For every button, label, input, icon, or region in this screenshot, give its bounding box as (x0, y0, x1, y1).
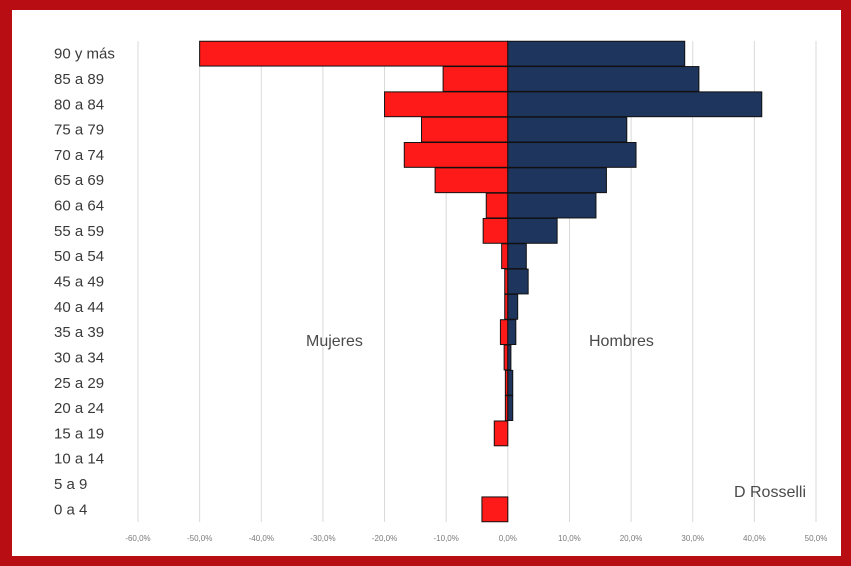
x-tick-label: 30,0% (681, 534, 704, 543)
x-tick-label: 50,0% (805, 534, 828, 543)
bar-hombres (507, 268, 529, 295)
bar-mujeres (199, 40, 509, 67)
hombres-label: Hombres (589, 333, 654, 350)
category-label: 65 a 69 (54, 172, 104, 189)
bar-mujeres (434, 167, 509, 194)
category-label: 30 a 34 (54, 349, 104, 366)
x-tick-label: 0,0% (499, 534, 517, 543)
category-labels: 90 y más 85 a 89 80 a 84 75 a 79 70 a 74 65 a… (54, 46, 115, 519)
x-tick-label: -60,0% (125, 534, 150, 543)
bar-hombres (507, 344, 512, 371)
bar-hombres (507, 293, 519, 320)
bar-mujeres (403, 142, 509, 168)
bar-hombres (507, 243, 527, 270)
population-pyramid-chart: 90 y más 85 a 89 80 a 84 75 a 79 70 a 74 65 a… (54, 40, 827, 543)
category-label: 50 a 54 (54, 248, 104, 265)
x-tick-label: -10,0% (434, 534, 459, 543)
bar-hombres (507, 116, 628, 143)
category-label: 20 a 24 (54, 400, 104, 417)
bar-hombres (507, 217, 558, 244)
category-label: 80 a 84 (54, 96, 104, 113)
mujeres-label: Mujeres (306, 333, 363, 350)
bar-hombres (507, 395, 514, 421)
x-tick-label: -50,0% (187, 534, 212, 543)
bar-hombres (507, 369, 514, 396)
category-label: 45 a 49 (54, 274, 104, 291)
bars (199, 40, 763, 523)
bar-mujeres (481, 496, 509, 523)
bar-mujeres (421, 116, 509, 143)
credit-label: D Rosselli (734, 484, 806, 501)
category-label: 90 y más (54, 46, 115, 63)
bar-mujeres (499, 319, 509, 346)
bar-mujeres (485, 192, 509, 219)
category-label: 25 a 29 (54, 375, 104, 392)
category-label: 40 a 44 (54, 299, 104, 316)
chart-panel: 90 y más 85 a 89 80 a 84 75 a 79 70 a 74 65 a… (12, 10, 841, 556)
x-tick-label: 20,0% (620, 534, 643, 543)
bar-hombres (507, 319, 517, 346)
bar-hombres (507, 66, 700, 92)
bar-hombres (507, 167, 607, 194)
category-label: 10 a 14 (54, 451, 104, 468)
bar-mujeres (503, 344, 509, 371)
category-label: 70 a 74 (54, 147, 104, 164)
x-tick-label: -30,0% (310, 534, 335, 543)
category-label: 5 a 9 (54, 476, 87, 493)
bar-mujeres (442, 66, 509, 92)
x-tick-label: -40,0% (249, 534, 274, 543)
bar-mujeres (384, 91, 509, 118)
category-label: 0 a 4 (54, 501, 87, 518)
bar-hombres (507, 91, 763, 118)
bar-mujeres (482, 217, 509, 244)
category-label: 85 a 89 (54, 71, 104, 88)
category-label: 60 a 64 (54, 198, 104, 215)
x-tick-label: 10,0% (558, 534, 581, 543)
bar-hombres (507, 40, 686, 67)
x-tick-label: 40,0% (743, 534, 766, 543)
x-tick-label: -20,0% (372, 534, 397, 543)
x-tick-labels: -60,0% -50,0% -40,0% -30,0% -20,0% -10,0% 0,0%… (125, 534, 827, 543)
bar-hombres (507, 192, 597, 219)
bar-mujeres (501, 243, 509, 270)
category-label: 75 a 79 (54, 122, 104, 139)
category-label: 15 a 19 (54, 425, 104, 442)
bar-hombres (507, 142, 637, 168)
category-label: 35 a 39 (54, 324, 104, 341)
category-label: 55 a 59 (54, 223, 104, 240)
bar-mujeres (493, 420, 509, 447)
